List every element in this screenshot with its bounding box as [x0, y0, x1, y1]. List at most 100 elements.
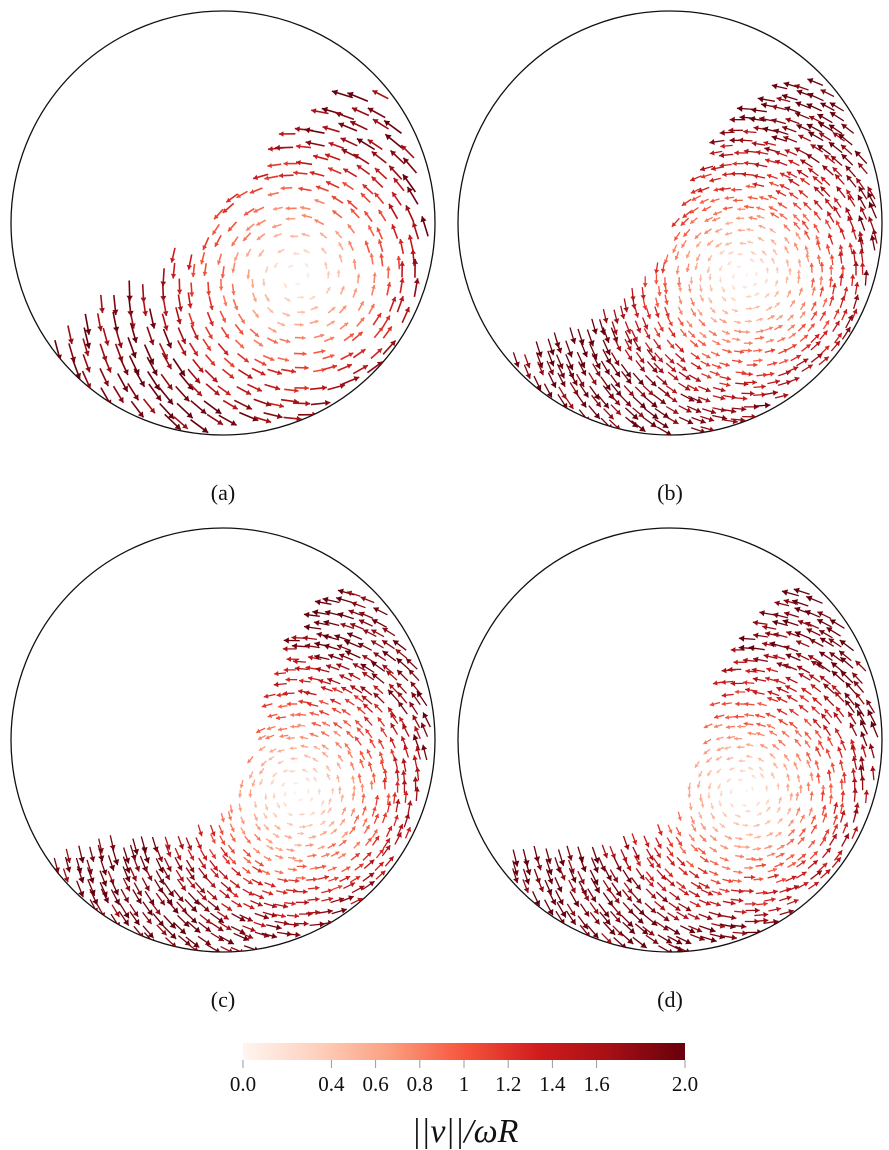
- velocity-arrowhead: [338, 242, 343, 247]
- velocity-arrowhead: [759, 767, 763, 771]
- velocity-arrowhead: [309, 823, 313, 828]
- velocity-arrowhead: [717, 912, 723, 918]
- velocity-arrowhead: [637, 379, 644, 386]
- velocity-arrowhead: [729, 137, 735, 144]
- velocity-arrowhead: [347, 91, 354, 98]
- velocity-arrowhead: [766, 667, 772, 673]
- velocity-arrowhead: [665, 430, 672, 435]
- velocity-arrowhead: [823, 298, 828, 303]
- velocity-arrowhead: [309, 711, 314, 716]
- velocity-arrowhead: [677, 816, 682, 821]
- velocity-arrowhead: [187, 845, 193, 851]
- velocity-arrowhead: [808, 807, 813, 812]
- velocity-arrowhead: [715, 371, 720, 376]
- velocity-arrowhead: [356, 165, 362, 170]
- velocity-arrowhead: [212, 865, 218, 871]
- velocity-arrowhead: [296, 712, 301, 717]
- velocity-arrowhead: [776, 662, 783, 668]
- velocity-arrowhead: [751, 856, 756, 862]
- velocity-arrowhead: [356, 727, 362, 733]
- velocity-arrowhead: [257, 901, 263, 907]
- velocity-arrowhead: [753, 173, 758, 179]
- velocity-arrowhead: [265, 269, 269, 273]
- velocity-arrowhead: [656, 344, 661, 350]
- velocity-arrowhead: [823, 683, 830, 690]
- velocity-arrowhead: [781, 93, 788, 100]
- velocity-arrowhead: [793, 202, 798, 207]
- velocity-arrowhead: [275, 924, 282, 931]
- velocity-arrowhead: [626, 328, 632, 334]
- velocity-arrowhead: [756, 214, 761, 219]
- velocity-arrowhead: [380, 727, 385, 733]
- colorbar-tick-label: 0.6: [362, 1072, 388, 1096]
- velocity-arrowhead: [312, 835, 317, 839]
- velocity-arrowhead: [655, 332, 660, 338]
- velocity-arrowhead: [723, 813, 727, 817]
- velocity-arrowhead: [689, 209, 695, 214]
- velocity-arrowhead: [649, 876, 654, 882]
- velocity-arrowhead: [693, 342, 699, 347]
- velocity-arrowhead: [307, 676, 313, 681]
- velocity-arrowhead: [326, 287, 331, 291]
- velocity-arrowhead: [785, 676, 791, 682]
- colorbar-tick-label: 0.8: [407, 1072, 433, 1096]
- velocity-arrowhead: [719, 162, 725, 168]
- velocity-arrow: [658, 945, 675, 952]
- velocity-arrowhead: [242, 935, 250, 941]
- velocity-arrowhead: [687, 418, 694, 425]
- velocity-arrowhead: [251, 782, 256, 787]
- velocity-arrowhead: [525, 869, 532, 875]
- velocity-arrowhead: [292, 658, 298, 665]
- velocity-arrowhead: [396, 255, 402, 261]
- velocity-arrowhead: [831, 833, 837, 840]
- velocity-arrowhead: [301, 310, 305, 315]
- velocity-arrowhead: [323, 643, 330, 650]
- velocity-arrowhead: [272, 773, 276, 777]
- velocity-arrowhead: [693, 386, 699, 392]
- velocity-arrowhead: [573, 900, 579, 907]
- colorbar: 0.0 0.4 0.6 0.8 1 1.2 1.4 1.6 2.0 ||v||/ωR: [230, 1043, 698, 1150]
- velocity-arrowhead: [301, 335, 306, 340]
- velocity-arrowhead: [812, 824, 817, 830]
- velocity-arrowhead: [134, 865, 141, 872]
- velocity-arrowhead: [371, 284, 376, 289]
- velocity-arrowhead: [364, 211, 369, 216]
- velocity-arrowhead: [272, 328, 277, 333]
- velocity-arrowhead: [772, 390, 778, 396]
- velocity-arrowhead: [797, 170, 803, 175]
- velocity-arrowhead: [227, 816, 233, 821]
- velocity-arrowhead: [178, 843, 184, 850]
- velocity-arrowhead: [815, 341, 821, 347]
- velocity-arrowhead: [673, 375, 679, 381]
- velocity-arrowhead: [218, 935, 224, 941]
- velocity-arrowhead: [327, 908, 333, 915]
- velocity-arrowhead: [734, 308, 739, 313]
- velocity-arrowhead: [820, 89, 827, 95]
- velocity-arrowhead: [278, 131, 284, 137]
- velocity-arrowhead: [315, 185, 321, 190]
- velocity-arrowhead: [265, 826, 269, 830]
- velocity-arrowhead: [757, 846, 761, 851]
- velocity-arrowhead: [300, 295, 304, 300]
- velocity-arrowhead: [602, 852, 609, 859]
- velocity-arrowhead: [614, 371, 620, 377]
- velocity-arrowhead: [724, 310, 729, 314]
- velocity-arrowhead: [628, 927, 635, 934]
- velocity-arrowhead: [809, 115, 815, 121]
- velocity-arrowhead: [546, 391, 553, 398]
- velocity-arrowhead: [738, 359, 743, 364]
- velocity-arrowhead: [282, 646, 288, 652]
- velocity-arrowhead: [390, 723, 396, 729]
- velocity-arrowhead: [525, 373, 531, 379]
- velocity-arrowhead: [309, 797, 313, 801]
- velocity-arrowhead: [812, 301, 817, 307]
- velocity-arrowhead: [800, 159, 806, 165]
- velocity-arrowhead: [78, 876, 85, 884]
- velocity-arrowhead: [248, 890, 254, 896]
- velocity-arrowhead: [537, 362, 544, 369]
- velocity-arrowhead: [304, 690, 309, 696]
- velocity-arrowhead: [710, 805, 714, 810]
- velocity-arrowhead: [386, 793, 391, 798]
- velocity-arrowhead: [776, 906, 781, 912]
- velocity-arrowhead: [625, 378, 632, 384]
